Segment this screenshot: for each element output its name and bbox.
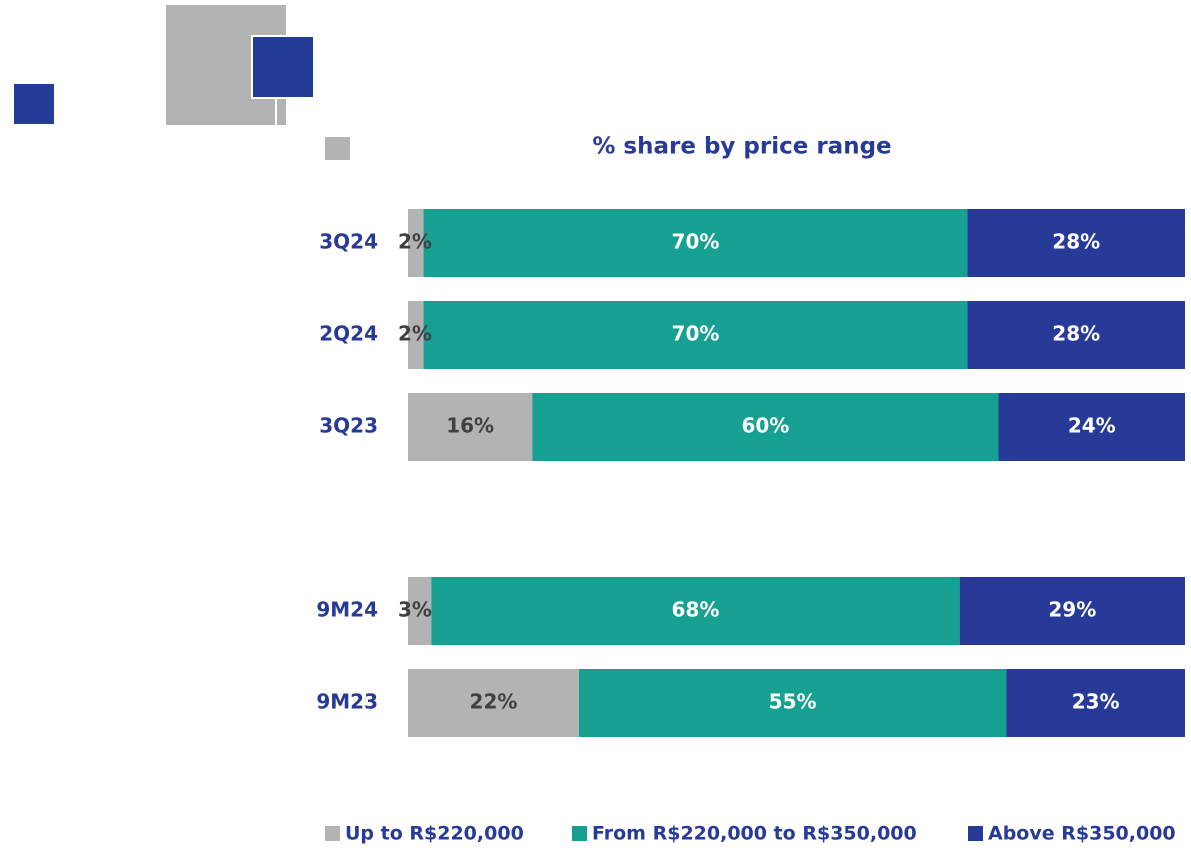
category-label: 9M24 bbox=[316, 598, 378, 622]
decor-square bbox=[253, 37, 313, 97]
bar-segment bbox=[431, 577, 960, 645]
data-label: 16% bbox=[446, 414, 494, 438]
legend-swatch bbox=[572, 826, 587, 841]
bar-segment bbox=[967, 209, 1185, 277]
bar-segment bbox=[967, 301, 1185, 369]
decor-border bbox=[275, 97, 277, 125]
data-label: 2% bbox=[398, 230, 432, 254]
bar-segment bbox=[423, 301, 968, 369]
data-label: 68% bbox=[672, 598, 720, 622]
data-label: 22% bbox=[470, 690, 518, 714]
category-label: 3Q24 bbox=[319, 230, 378, 254]
data-label: 23% bbox=[1072, 690, 1120, 714]
data-label: 70% bbox=[672, 322, 720, 346]
category-label: 3Q23 bbox=[319, 414, 378, 438]
data-label: 29% bbox=[1048, 598, 1096, 622]
decor-square bbox=[325, 137, 350, 160]
data-label: 55% bbox=[769, 690, 817, 714]
bar-segment bbox=[408, 301, 424, 369]
data-label: 2% bbox=[398, 322, 432, 346]
chart-title: % share by price range bbox=[592, 134, 891, 160]
bar-segment bbox=[408, 577, 432, 645]
bar-segment bbox=[408, 209, 424, 277]
decor-square bbox=[14, 84, 54, 124]
bar-segment bbox=[408, 669, 579, 737]
data-label: 24% bbox=[1068, 414, 1116, 438]
bar-segment bbox=[532, 393, 999, 461]
bar-segment bbox=[959, 577, 1185, 645]
legend-label: From R$220,000 to R$350,000 bbox=[592, 823, 917, 845]
data-label: 28% bbox=[1052, 230, 1100, 254]
bar-segment bbox=[408, 393, 533, 461]
data-label: 70% bbox=[672, 230, 720, 254]
legend-label: Up to R$220,000 bbox=[345, 823, 524, 845]
data-label: 28% bbox=[1052, 322, 1100, 346]
bar-segment bbox=[998, 393, 1185, 461]
bar-segment bbox=[1006, 669, 1185, 737]
category-label: 2Q24 bbox=[319, 322, 378, 346]
category-label: 9M23 bbox=[316, 690, 378, 714]
bar-segment bbox=[578, 669, 1007, 737]
legend-swatch bbox=[325, 826, 340, 841]
bar-segment bbox=[423, 209, 968, 277]
legend-label: Above R$350,000 bbox=[988, 823, 1176, 845]
data-label: 3% bbox=[398, 598, 432, 622]
data-label: 60% bbox=[741, 414, 789, 438]
legend-swatch bbox=[968, 826, 983, 841]
